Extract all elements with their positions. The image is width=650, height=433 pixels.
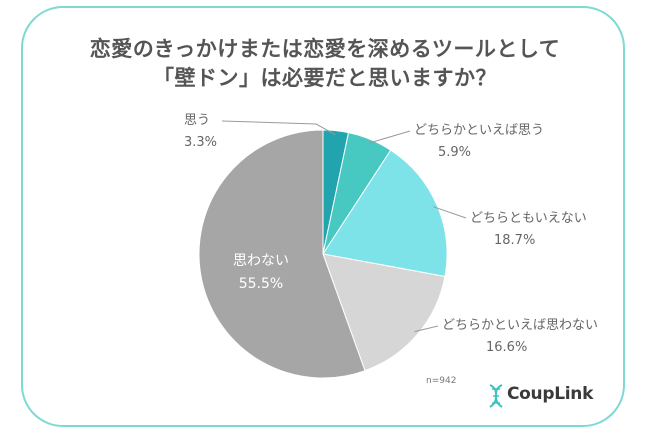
leader-line-3 bbox=[414, 325, 439, 333]
label-omowanai: 思わない 55.5% bbox=[233, 253, 289, 292]
label-omou-name: 思う bbox=[184, 113, 211, 128]
label-dochira-omowanai: どちらかといえば思わない 16.6% bbox=[442, 318, 598, 356]
label-dochira-omou: どちらかといえば思う 5.9% bbox=[414, 123, 544, 161]
brand-name: CoupLink bbox=[507, 384, 594, 404]
chart-title-line1: 恋愛のきっかけまたは恋愛を深めるツールとして bbox=[89, 37, 561, 61]
leader-line-2 bbox=[433, 206, 467, 219]
label-dochira-omou-value: 5.9% bbox=[438, 145, 472, 160]
leader-line-0 bbox=[221, 120, 336, 136]
sample-size-note: n=942 bbox=[426, 376, 457, 386]
label-dochira-omowanai-value: 16.6% bbox=[486, 340, 528, 355]
label-dochiratomo-name: どちらともいえない bbox=[470, 211, 587, 226]
pie-slice-3 bbox=[322, 253, 446, 372]
pie-slice-4 bbox=[198, 129, 366, 379]
label-dochira-omowanai-name: どちらかといえば思わない bbox=[442, 318, 599, 333]
label-omowanai-name: 思わない bbox=[233, 253, 289, 269]
pie-slice-2 bbox=[322, 149, 448, 278]
dna-icon bbox=[489, 384, 503, 408]
label-dochira-omou-name: どちらかといえば思う bbox=[414, 123, 545, 138]
label-dochiratomo: どちらともいえない 18.7% bbox=[470, 211, 587, 249]
label-dochiratomo-value: 18.7% bbox=[494, 233, 536, 248]
leader-line-1 bbox=[368, 130, 411, 144]
couplink-logo: CoupLink bbox=[486, 381, 606, 411]
chart-title-line2: 「壁ドン」は必要だと思いますか？ bbox=[153, 66, 497, 90]
label-omou-value: 3.3% bbox=[184, 135, 218, 150]
label-omou: 思う 3.3% bbox=[184, 113, 217, 151]
label-omowanai-value: 55.5% bbox=[238, 276, 284, 292]
